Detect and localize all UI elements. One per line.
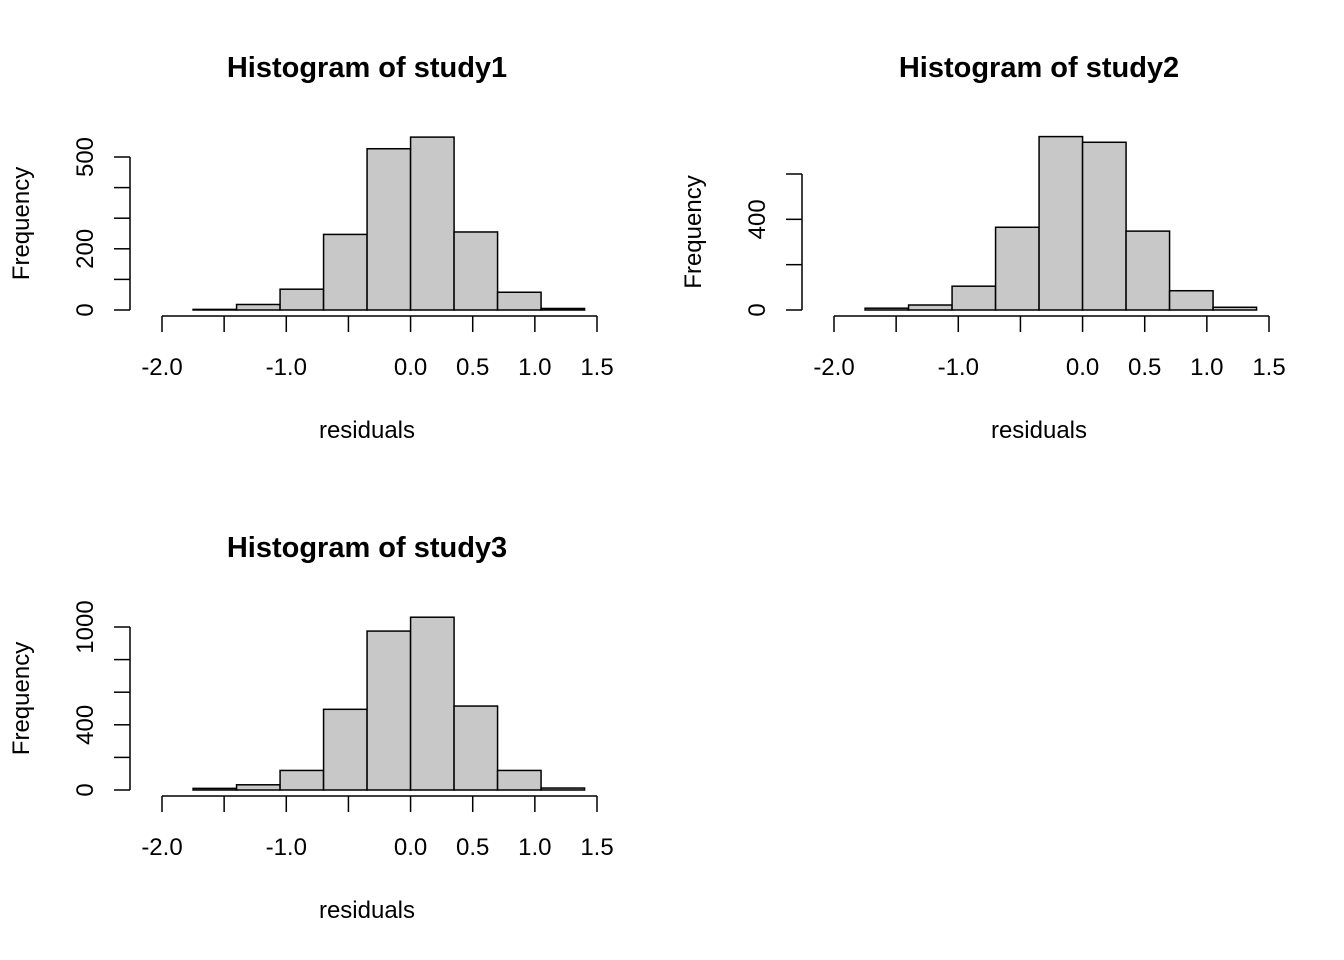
histogram-bar — [409, 616, 455, 791]
histogram-bar — [1125, 230, 1171, 311]
histogram-bar — [366, 630, 412, 791]
histogram-bar — [994, 226, 1040, 311]
y-tick-label: 0 — [72, 303, 99, 316]
x-tick-label: -2.0 — [141, 354, 182, 381]
histogram-bar — [235, 784, 281, 791]
histogram-bar — [540, 787, 586, 791]
x-tick-label: 0.0 — [394, 834, 427, 861]
histogram-bar — [453, 231, 499, 311]
histogram-bar — [1168, 289, 1214, 311]
histogram-bar — [235, 303, 281, 311]
y-tick-label: 400 — [72, 705, 99, 745]
histogram-panel-3: -2.0 -1.0 0.0 0.5 1.0 1.5 0 400 1000 Histogram of… — [8, 532, 614, 924]
histogram-bar — [496, 769, 542, 791]
histogram-bar — [453, 705, 499, 791]
histogram-panel-2: -2.0 -1.0 0.0 0.5 1.0 1.5 0 400 Histogram of stu… — [680, 52, 1286, 444]
y-tick-label: 1000 — [72, 600, 99, 653]
x-tick-label: 0.0 — [1066, 354, 1099, 381]
x-tick-label: 1.0 — [518, 354, 551, 381]
x-tick-label: 0.0 — [394, 354, 427, 381]
y-axis-label: Frequency — [8, 642, 35, 755]
x-tick-label: 1.5 — [580, 354, 613, 381]
chart-title: Histogram of study3 — [227, 532, 507, 564]
histogram-bar — [907, 304, 953, 311]
histogram-bar — [540, 307, 586, 311]
histogram-bar — [322, 708, 368, 791]
x-axis-label: residuals — [991, 417, 1087, 444]
x-tick-label: 1.5 — [580, 834, 613, 861]
x-axis-label: residuals — [319, 897, 415, 924]
y-tick-label: 400 — [744, 199, 771, 239]
x-tick-label: 1.0 — [1190, 354, 1223, 381]
y-tick-label: 200 — [72, 229, 99, 269]
x-tick-label: -1.0 — [266, 354, 307, 381]
x-tick-label: 1.0 — [518, 834, 551, 861]
histogram-bar — [366, 147, 412, 311]
x-tick-label: 0.5 — [456, 834, 489, 861]
x-axis-label: residuals — [319, 417, 415, 444]
histogram-bar — [279, 769, 325, 791]
x-tick-label: -2.0 — [813, 354, 854, 381]
x-tick-label: -1.0 — [938, 354, 979, 381]
x-tick-label: -2.0 — [141, 834, 182, 861]
y-axis-label: Frequency — [8, 167, 35, 280]
y-tick-label: 0 — [744, 303, 771, 316]
x-tick-label: -1.0 — [266, 834, 307, 861]
histogram-bar — [192, 787, 238, 791]
y-axis-label: Frequency — [680, 175, 707, 288]
chart-title: Histogram of study2 — [899, 52, 1179, 84]
histogram-bar — [1212, 306, 1258, 311]
histogram-bar — [1038, 135, 1084, 311]
x-tick-label: 0.5 — [1128, 354, 1161, 381]
histogram-bar — [951, 285, 997, 311]
x-tick-label: 1.5 — [1252, 354, 1285, 381]
chart-title: Histogram of study1 — [227, 52, 507, 84]
histogram-bar — [409, 136, 455, 311]
y-tick-label: 0 — [72, 783, 99, 796]
y-tick-label: 500 — [72, 137, 99, 177]
histogram-panel-1: -2.0 -1.0 0.0 0.5 1.0 1.5 0 200 500 Histogram of … — [8, 52, 614, 444]
histogram-bar — [864, 307, 910, 311]
histogram-bar — [279, 288, 325, 311]
histogram-bar — [496, 291, 542, 311]
histogram-bar — [192, 308, 238, 311]
x-tick-label: 0.5 — [456, 354, 489, 381]
histogram-bar — [322, 233, 368, 311]
histogram-bar — [1081, 141, 1127, 311]
